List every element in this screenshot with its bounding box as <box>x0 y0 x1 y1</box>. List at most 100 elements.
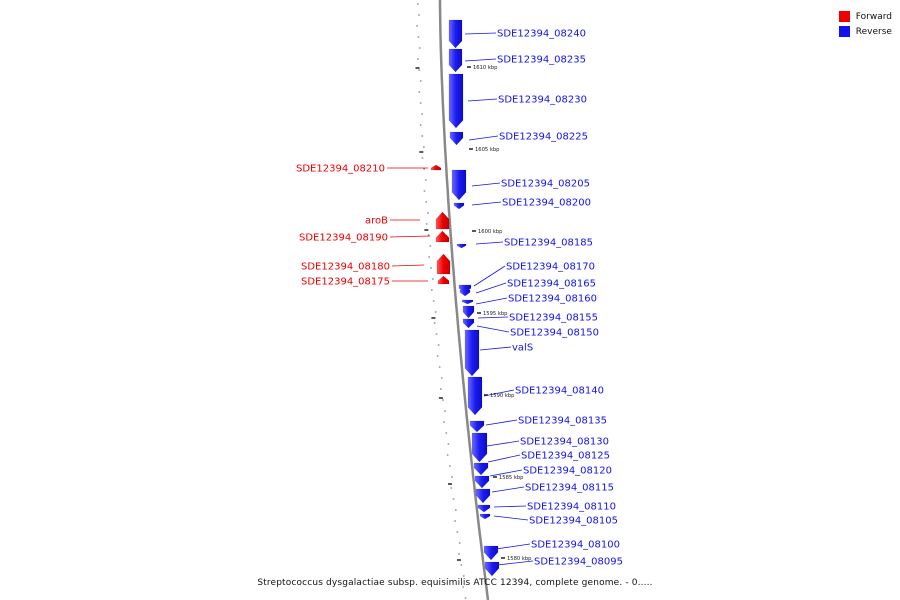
reverse-gene-arrow[interactable] <box>473 462 489 476</box>
reverse-gene-label[interactable]: SDE12394_08170 <box>506 262 595 273</box>
reverse-gene-label[interactable]: SDE12394_08185 <box>504 238 593 249</box>
leader-line <box>473 265 506 287</box>
leader-line <box>493 515 529 521</box>
reverse-gene-arrow[interactable] <box>448 48 463 73</box>
leader-line <box>475 282 507 294</box>
reverse-gene-arrow[interactable] <box>451 169 467 201</box>
reverse-gene-label[interactable]: valS <box>512 343 533 354</box>
reverse-gene-arrow[interactable] <box>483 545 499 561</box>
forward-swatch <box>838 11 850 22</box>
scale-label: 1595 kbp <box>483 311 508 317</box>
leader-line <box>471 182 501 187</box>
reverse-gene-arrow[interactable] <box>484 561 500 577</box>
reverse-gene-arrow[interactable] <box>448 73 464 129</box>
leader-line <box>489 469 523 477</box>
reverse-gene-label[interactable]: SDE12394_08100 <box>531 540 620 551</box>
reverse-gene-label[interactable]: SDE12394_08205 <box>501 179 590 190</box>
leader-line <box>389 235 431 238</box>
reverse-gene-arrow[interactable] <box>448 19 463 49</box>
leader-line <box>479 346 512 351</box>
leader-line <box>487 454 521 463</box>
forward-gene-label[interactable]: aroB <box>365 216 388 227</box>
tick-marks <box>415 3 467 599</box>
forward-gene-label[interactable]: SDE12394_08180 <box>301 262 390 273</box>
legend-forward: Forward <box>838 9 892 24</box>
reverse-gene-label[interactable]: SDE12394_08110 <box>527 502 616 513</box>
reverse-gene-arrow[interactable] <box>449 131 464 146</box>
scale-label: 1580 kbp <box>507 556 532 562</box>
legend-reverse-label: Reverse <box>855 26 892 37</box>
scale-label: 1610 kbp <box>473 65 498 71</box>
reverse-gene-label[interactable]: SDE12394_08225 <box>499 132 588 143</box>
reverse-gene-arrow[interactable] <box>459 289 471 297</box>
reverse-gene-label[interactable]: SDE12394_08130 <box>520 437 609 448</box>
forward-gene-label[interactable]: SDE12394_08190 <box>299 233 388 244</box>
leader-line <box>491 486 525 493</box>
leader-line <box>476 325 510 333</box>
gene-labels: SDE12394_08240 SDE12394_08235 SDE12394_082… <box>296 29 623 568</box>
forward-gene-arrow[interactable] <box>437 275 450 285</box>
reverse-gene-arrow[interactable] <box>467 376 483 416</box>
scale-label: 1585 kbp <box>499 475 524 481</box>
reverse-gene-label[interactable]: SDE12394_08200 <box>502 198 591 209</box>
reverse-gene-label[interactable]: SDE12394_08095 <box>534 557 623 568</box>
leader-line <box>464 58 497 62</box>
genome-caption: Streptococcus dysgalactiae subsp. equisi… <box>257 578 653 588</box>
reverse-gene-label[interactable]: SDE12394_08155 <box>509 313 598 324</box>
reverse-swatch <box>838 26 850 37</box>
leader-line <box>496 560 534 566</box>
reverse-gene-label[interactable]: SDE12394_08235 <box>497 55 586 66</box>
reverse-gene-label[interactable]: SDE12394_08165 <box>507 279 596 290</box>
reverse-gene-label[interactable]: SDE12394_08135 <box>518 416 607 427</box>
leader-line <box>464 32 497 35</box>
reverse-gene-label[interactable]: SDE12394_08240 <box>497 29 586 40</box>
gene-features <box>430 19 500 577</box>
reverse-gene-arrow[interactable] <box>475 488 491 504</box>
forward-gene-arrow[interactable] <box>435 211 450 230</box>
reverse-gene-arrow[interactable] <box>456 243 467 249</box>
scale-label: 1590 kbp <box>490 393 515 399</box>
reverse-gene-label[interactable]: SDE12394_08125 <box>521 451 610 462</box>
reverse-gene-arrow[interactable] <box>471 432 488 463</box>
leader-line <box>483 389 515 397</box>
reverse-gene-arrow[interactable] <box>469 420 485 433</box>
genome-backbone <box>438 0 490 600</box>
leader-line <box>486 440 520 447</box>
legend-reverse: Reverse <box>838 24 892 39</box>
scale-labels: 1610 kbp 1605 kbp 1600 kbp 1595 kbp 1590 kbp… <box>467 65 532 562</box>
leader-lines <box>387 32 534 566</box>
reverse-gene-arrow[interactable] <box>464 329 480 377</box>
forward-gene-arrow[interactable] <box>430 164 442 171</box>
forward-gene-label[interactable]: SDE12394_08210 <box>296 164 385 175</box>
leader-line <box>391 264 425 267</box>
leader-line <box>485 419 518 426</box>
forward-gene-label[interactable]: SDE12394_08175 <box>301 277 390 288</box>
leader-line <box>475 297 508 305</box>
legend: Forward Reverse <box>838 9 892 39</box>
scale-label: 1600 kbp <box>478 229 503 235</box>
reverse-gene-arrow[interactable] <box>453 202 465 210</box>
leader-line <box>471 201 502 206</box>
forward-gene-arrow[interactable] <box>435 230 450 243</box>
reverse-gene-label[interactable]: SDE12394_08115 <box>525 483 614 494</box>
reverse-gene-label[interactable]: SDE12394_08150 <box>510 328 599 339</box>
forward-gene-arrow[interactable] <box>436 253 451 275</box>
reverse-gene-label[interactable]: SDE12394_08230 <box>498 95 587 106</box>
reverse-gene-label[interactable]: SDE12394_08160 <box>508 294 597 305</box>
reverse-gene-arrow[interactable] <box>479 513 491 520</box>
reverse-gene-arrow[interactable] <box>462 318 475 329</box>
leader-line <box>475 241 504 245</box>
reverse-gene-arrow[interactable] <box>461 299 474 305</box>
reverse-gene-label[interactable]: SDE12394_08105 <box>529 516 618 527</box>
reverse-gene-arrow[interactable] <box>474 475 490 489</box>
leader-line <box>467 98 498 102</box>
reverse-gene-label[interactable]: SDE12394_08140 <box>515 386 604 397</box>
leader-line <box>477 316 509 319</box>
leader-line <box>468 135 499 141</box>
reverse-gene-arrow[interactable] <box>462 305 475 319</box>
scale-label: 1605 kbp <box>475 147 500 153</box>
reverse-gene-label[interactable]: SDE12394_08120 <box>523 466 612 477</box>
reverse-gene-arrow[interactable] <box>477 504 491 513</box>
leader-line <box>493 505 527 508</box>
